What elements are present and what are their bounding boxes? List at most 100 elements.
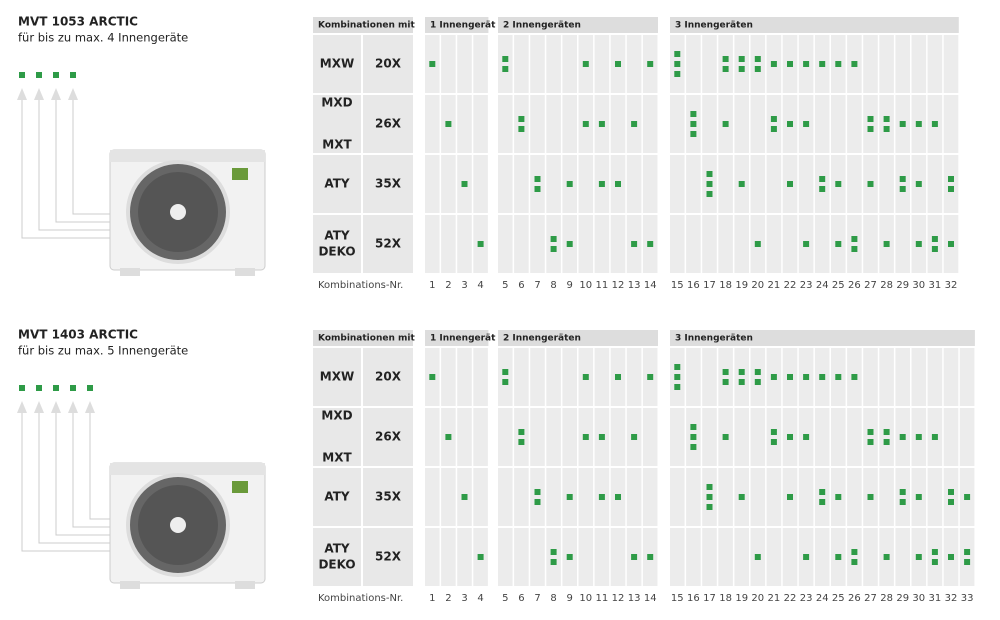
combination-square	[690, 434, 697, 440]
grid-cell	[798, 155, 814, 213]
combination-square	[915, 121, 922, 127]
grid-cell	[879, 35, 894, 93]
indicator-square	[36, 72, 42, 78]
combination-square	[964, 494, 971, 500]
grid-cell	[498, 408, 513, 466]
indicator-square	[19, 385, 25, 391]
combination-square	[615, 61, 621, 67]
model-cell	[313, 155, 361, 213]
combination-square	[550, 246, 557, 252]
header-cell	[313, 330, 413, 346]
arrow-head	[17, 88, 27, 100]
group-label: 2 Innengeräten	[503, 21, 581, 31]
combination-square	[948, 554, 954, 560]
grid-cell	[766, 528, 782, 586]
grid-cell	[718, 155, 733, 213]
combination-square	[787, 494, 793, 500]
grid-cell	[814, 155, 830, 213]
grid-cell	[895, 215, 910, 273]
grid-cell	[594, 35, 610, 93]
combination-square	[477, 241, 484, 247]
grid-cell	[441, 528, 456, 586]
size-cell	[363, 528, 413, 586]
arrow-line	[21, 92, 110, 239]
combination-square	[899, 434, 906, 440]
grid-cell	[702, 215, 717, 273]
combination-square	[931, 559, 938, 565]
grid-cell	[457, 528, 472, 586]
combination-square	[867, 439, 874, 445]
grid-cell	[750, 155, 766, 213]
combination-square	[598, 121, 605, 127]
combination-square	[754, 241, 761, 247]
group-label: 3 Innengeräten	[675, 334, 753, 344]
combination-square	[738, 494, 745, 500]
combination-square	[835, 554, 842, 560]
combination-square	[674, 374, 681, 380]
grid-cell	[718, 35, 733, 93]
combination-square	[899, 121, 906, 127]
arrow-line	[72, 92, 110, 215]
combination-square	[787, 61, 793, 67]
column-number: 23	[800, 280, 813, 291]
column-number: 9	[567, 280, 573, 291]
indicator-square	[70, 385, 76, 391]
footer-label: Kombinations-Nr.	[318, 593, 403, 604]
grid-cell	[943, 408, 959, 466]
grid-cell	[562, 35, 577, 93]
column-number: 24	[816, 593, 829, 604]
combination-square	[502, 379, 509, 385]
column-number: 20	[751, 280, 764, 291]
group-label: 1 Innengerät	[430, 334, 496, 344]
column-number: 23	[800, 593, 813, 604]
section-subtitle: für bis zu max. 4 Innengeräte	[18, 31, 188, 45]
grid-cell	[847, 215, 862, 273]
combination-square	[754, 66, 761, 72]
combination-square	[851, 61, 858, 67]
grid-cell	[734, 215, 749, 273]
column-number: 8	[550, 593, 556, 604]
combination-square	[445, 121, 452, 127]
combination-square	[550, 549, 557, 555]
grid-cell	[473, 408, 488, 466]
size-label: 26X	[375, 430, 402, 444]
grid-cell	[863, 35, 878, 93]
model-label: ATY	[324, 490, 350, 504]
combination-square	[803, 121, 810, 127]
model-cell	[313, 215, 361, 273]
grid-cell	[610, 95, 626, 153]
column-number: 25	[832, 593, 845, 604]
grid-cell	[782, 528, 798, 586]
grid-cell	[626, 35, 642, 93]
grid-cell	[686, 215, 701, 273]
grid-cell	[847, 95, 862, 153]
grid-cell	[734, 528, 749, 586]
grid-cell	[425, 155, 440, 213]
combination-square	[883, 429, 890, 435]
group-header	[498, 17, 658, 33]
grid-cell	[814, 95, 830, 153]
column-number: 10	[579, 280, 592, 291]
grid-cell	[863, 95, 878, 153]
column-number: 25	[832, 280, 845, 291]
combination-square	[534, 489, 541, 495]
group-label: 2 Innengeräten	[503, 334, 581, 344]
combination-square	[803, 434, 810, 440]
combination-square	[550, 236, 557, 242]
grid-cell	[879, 95, 894, 153]
grid-cell	[686, 155, 701, 213]
grid-cell	[578, 528, 594, 586]
grid-cell	[546, 215, 561, 273]
combination-square	[964, 559, 971, 565]
grid-cell	[530, 528, 545, 586]
grid-cell	[610, 408, 626, 466]
combination-square	[948, 176, 954, 182]
group-header	[425, 330, 489, 346]
grid-cell	[473, 35, 488, 93]
grid-cell	[441, 35, 456, 93]
grid-cell	[670, 155, 685, 213]
grid-cell	[530, 35, 545, 93]
size-label: 20X	[375, 370, 402, 384]
header-label: Kombinationen mit	[318, 334, 415, 344]
combination-square	[883, 554, 890, 560]
